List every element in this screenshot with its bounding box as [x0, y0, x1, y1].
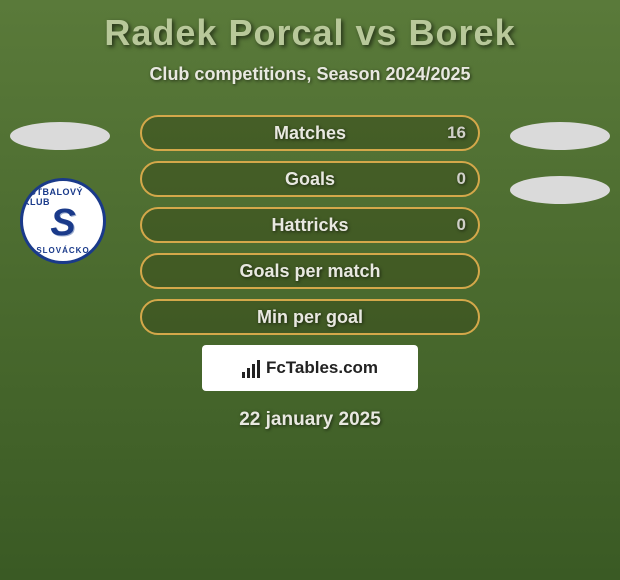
stat-label: Hattricks: [271, 215, 348, 236]
footer-date: 22 january 2025: [0, 409, 620, 431]
stat-value-right: 0: [457, 215, 466, 235]
stat-row-matches: Matches 16: [140, 115, 480, 151]
page-subtitle: Club competitions, Season 2024/2025: [0, 64, 620, 85]
stat-value-right: 16: [447, 123, 466, 143]
branding-text: FcTables.com: [266, 358, 378, 378]
club-badge-top-text: FOTBALOVÝ KLUB: [23, 187, 103, 207]
bar-chart-icon: [242, 358, 260, 378]
player-photo-placeholder-left: [10, 122, 110, 150]
player-photo-placeholder-right-2: [510, 176, 610, 204]
stats-table: Matches 16 Goals 0 Hattricks 0 Goals per…: [140, 115, 480, 335]
club-badge-letter: S: [50, 202, 75, 245]
club-badge-slovacko: FOTBALOVÝ KLUB S SLOVÁCKO: [20, 178, 106, 264]
branding-badge[interactable]: FcTables.com: [202, 345, 418, 391]
stat-label: Matches: [274, 123, 346, 144]
stat-value-right: 0: [457, 169, 466, 189]
stat-row-min-per-goal: Min per goal: [140, 299, 480, 335]
page-title: Radek Porcal vs Borek: [0, 0, 620, 54]
stat-row-goals: Goals 0: [140, 161, 480, 197]
stat-label: Goals: [285, 169, 335, 190]
stat-row-goals-per-match: Goals per match: [140, 253, 480, 289]
player-photo-placeholder-right-1: [510, 122, 610, 150]
club-badge-bottom-text: SLOVÁCKO: [36, 246, 89, 255]
stat-row-hattricks: Hattricks 0: [140, 207, 480, 243]
stat-label: Min per goal: [257, 307, 363, 328]
stat-label: Goals per match: [239, 261, 380, 282]
